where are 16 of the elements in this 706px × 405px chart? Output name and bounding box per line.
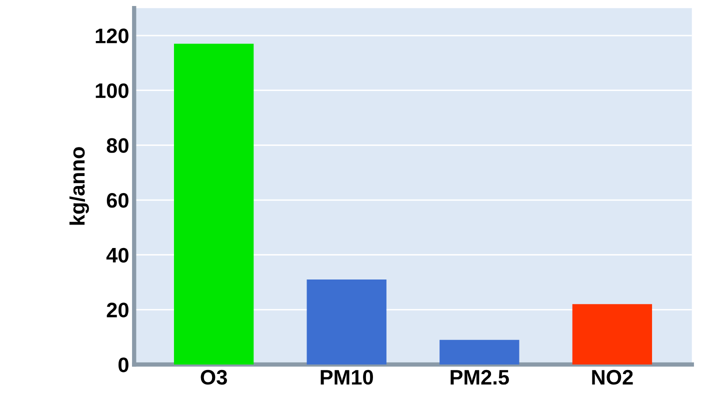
y-tick-label: 80 bbox=[106, 138, 128, 153]
x-tick-label: PM10 bbox=[320, 370, 373, 385]
x-tick-label: PM2.5 bbox=[450, 370, 509, 385]
y-tick-label: 120 bbox=[96, 28, 128, 44]
x-tick-label: O3 bbox=[200, 370, 227, 385]
y-tick-label: 100 bbox=[96, 83, 128, 98]
y-tick-label: 0 bbox=[118, 358, 128, 372]
x-tick-label: NO2 bbox=[592, 370, 633, 385]
bar bbox=[306, 280, 386, 364]
bar bbox=[572, 304, 652, 364]
y-axis-title: kg/anno bbox=[69, 147, 89, 225]
y-tick-label: 20 bbox=[106, 302, 128, 318]
bar bbox=[440, 340, 520, 364]
bar bbox=[174, 44, 254, 364]
y-tick-label: 40 bbox=[106, 248, 128, 263]
y-tick-label: 60 bbox=[106, 193, 128, 208]
